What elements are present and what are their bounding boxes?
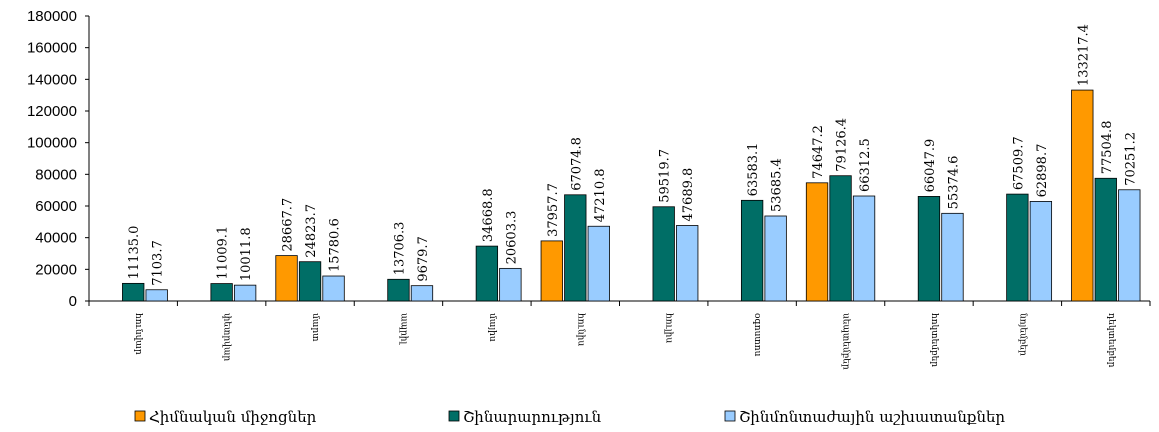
data-label: 20603.3 — [504, 211, 519, 265]
data-label: 70251.2 — [1123, 132, 1138, 186]
y-tick-label: 0 — [69, 293, 77, 310]
legend-swatch — [724, 410, 736, 422]
legend-label: Շինարարություն — [463, 408, 602, 426]
bar — [941, 212, 964, 302]
bar — [1006, 193, 1029, 302]
data-label: 133217.4 — [1076, 24, 1091, 86]
bars — [122, 89, 1141, 302]
data-label: 9679.7 — [416, 236, 431, 282]
y-tick-label: 20000 — [35, 261, 77, 278]
bar — [829, 175, 852, 302]
bar — [275, 255, 298, 302]
legend-swatch — [134, 410, 146, 422]
data-label: 74647.2 — [811, 125, 826, 179]
data-label: 37957.7 — [546, 183, 561, 237]
bar — [587, 225, 610, 302]
data-label: 11135.0 — [127, 226, 142, 280]
legend: Հիմնական միջոցներ Շինարարություն Շինմոնտաժ… — [134, 408, 1005, 426]
x-tick-label: փետրվար — [222, 313, 232, 361]
y-axis: 0 20000 40000 60000 80000 100000 120000 140000 1… — [27, 8, 90, 310]
data-label: 63583.1 — [746, 143, 761, 197]
bar — [145, 289, 168, 302]
legend-swatch — [448, 410, 460, 422]
x-tick-label: դեկտեմբեր — [1106, 313, 1116, 368]
y-tick-label: 80000 — [35, 166, 77, 183]
legend-label: Շինմոնտաժային աշխատանքներ — [739, 408, 1005, 426]
data-label: 11009.1 — [216, 226, 231, 280]
data-label: 7103.7 — [151, 240, 166, 286]
y-tick-label: 100000 — [27, 135, 77, 152]
x-axis: հունվար փետրվար մարտ ապրիլ մայիս հունիս հուլիս… — [88, 300, 1151, 370]
x-tick-label: ապրիլ — [398, 313, 408, 346]
data-label: 47689.8 — [681, 168, 696, 222]
bar — [852, 195, 876, 302]
data-label: 34668.8 — [481, 188, 496, 242]
data-label: 53685.4 — [770, 158, 785, 212]
data-label: 66312.5 — [858, 138, 873, 192]
data-label: 28667.7 — [281, 198, 296, 252]
bar — [410, 285, 434, 302]
data-label: 59519.7 — [658, 149, 673, 203]
bar — [805, 182, 829, 302]
bar — [764, 215, 787, 302]
data-label: 67509.7 — [1011, 136, 1026, 190]
bar — [917, 196, 941, 302]
data-label: 24823.7 — [304, 204, 319, 258]
y-tick-label: 180000 — [27, 8, 77, 25]
bar — [210, 283, 233, 302]
bar — [1029, 201, 1053, 302]
data-label: 66047.9 — [923, 139, 938, 193]
y-tick-label: 140000 — [27, 71, 77, 88]
y-tick-label: 60000 — [35, 198, 77, 215]
x-tick-label: հոկտեմբեր — [929, 313, 939, 367]
bar — [740, 199, 764, 302]
bar — [1094, 177, 1117, 302]
bar — [122, 282, 145, 302]
x-tick-label: մայիս — [487, 313, 497, 342]
y-tick-label: 40000 — [35, 230, 77, 247]
data-label: 67074.8 — [569, 137, 584, 191]
bar — [322, 275, 345, 302]
data-label: 77504.8 — [1100, 121, 1115, 175]
data-labels: 28667.7 37957.7 74647.2 133217.4 11135.0 1100… — [127, 24, 1138, 286]
x-tick-label: սեպտեմբեր — [841, 313, 851, 370]
x-tick-label: օգոստոս — [752, 313, 762, 357]
y-tick-label: 120000 — [27, 103, 77, 120]
data-label: 10011.8 — [239, 227, 254, 281]
data-label: 13706.3 — [392, 222, 407, 276]
bar — [499, 267, 522, 302]
data-label: 55374.6 — [946, 156, 961, 210]
data-label: 79126.4 — [835, 118, 850, 172]
bar — [676, 225, 699, 302]
legend-label: Հիմնական միջոցներ — [149, 408, 317, 426]
x-tick-label: հուլիս — [664, 313, 674, 343]
bar — [540, 240, 563, 302]
bar — [233, 284, 257, 302]
data-label: 62898.7 — [1035, 144, 1050, 198]
x-tick-label: հունվար — [133, 313, 143, 355]
x-tick-label: մարտ — [310, 313, 320, 342]
bar — [1071, 89, 1094, 302]
bar — [1118, 189, 1141, 302]
data-label: 47210.8 — [593, 168, 608, 222]
x-tick-label: նոյեմբեր — [1017, 313, 1027, 356]
data-label: 15780.6 — [328, 218, 343, 272]
bar — [298, 261, 322, 302]
bar — [387, 278, 410, 302]
x-tick-label: հունիս — [575, 313, 585, 346]
bar — [652, 206, 675, 302]
bar — [475, 245, 499, 302]
y-tick-label: 160000 — [27, 40, 77, 57]
bar — [564, 194, 587, 302]
